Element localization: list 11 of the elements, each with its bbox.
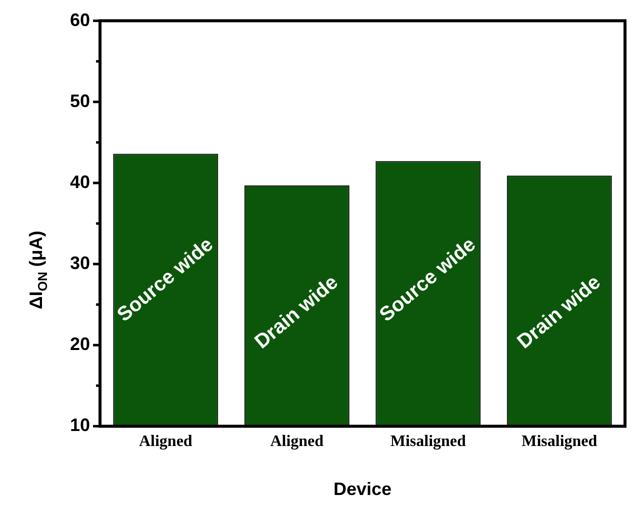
y-tick-label: 50 (70, 90, 90, 111)
y-tick-label: 60 (70, 10, 90, 30)
x-tick-label: Aligned (270, 432, 324, 450)
x-axis-title: Device (333, 479, 392, 500)
y-tick-label: 40 (70, 172, 90, 192)
y-tick-label: 30 (70, 253, 90, 274)
x-tick-label: Aligned (138, 432, 192, 450)
y-tick-label: 20 (70, 334, 90, 354)
x-tick-label: Misaligned (522, 432, 598, 450)
y-tick-label: 10 (70, 415, 90, 436)
x-tick-label: Misaligned (390, 432, 466, 450)
